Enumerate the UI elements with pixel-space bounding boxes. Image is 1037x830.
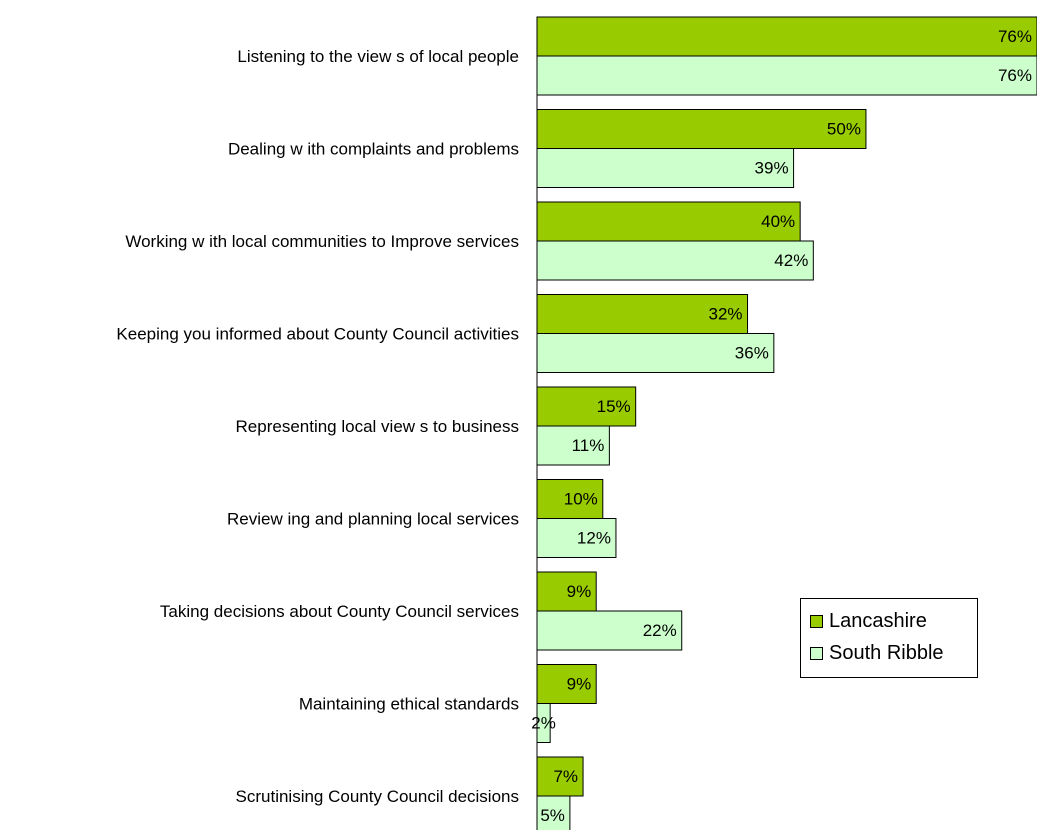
data-label-south-ribble-maintaining-ethical-standards: 2%: [531, 714, 556, 733]
category-label-listening-to-the-view-s-of-local-people: Listening to the view s of local people: [237, 47, 519, 66]
category-label-dealing-w-ith-complaints-and-problems: Dealing w ith complaints and problems: [228, 140, 519, 159]
data-label-south-ribble-dealing-w-ith-complaints-and-problems: 39%: [755, 159, 789, 178]
data-label-south-ribble-keeping-you-informed-about-county-council-activities: 36%: [735, 344, 769, 363]
category-label-scrutinising-county-council-decisions: Scrutinising County Council decisions: [236, 787, 519, 806]
category-label-taking-decisions-about-county-council-services: Taking decisions about County Council se…: [160, 602, 519, 621]
labels-layer: Listening to the view s of local people 7…: [116, 27, 1032, 825]
bar-lancashire-scrutinising-county-council-decisions: [536, 756, 584, 797]
data-label-lancashire-scrutinising-county-council-decisions: 7%: [553, 767, 578, 786]
data-label-south-ribble-review-ing-and-planning-local-services: 12%: [577, 529, 611, 548]
legend-label-south-ribble: South Ribble: [829, 641, 944, 664]
legend-swatch-south-ribble: [810, 646, 823, 660]
data-label-lancashire-dealing-w-ith-complaints-and-problems: 50%: [827, 120, 861, 139]
data-label-lancashire-keeping-you-informed-about-county-council-activities: 32%: [708, 305, 742, 324]
bar-south-ribble-taking-decisions-about-county-council-services: [536, 610, 683, 651]
legend-label-lancashire: Lancashire: [829, 609, 927, 632]
data-label-lancashire-listening-to-the-view-s-of-local-people: 76%: [998, 27, 1032, 46]
category-label-keeping-you-informed-about-county-council-activities: Keeping you informed about County Counci…: [116, 325, 519, 344]
bar-south-ribble-working-w-ith-local-communities-to-improve-services: [536, 240, 814, 281]
legend-item-south-ribble: South Ribble: [810, 637, 977, 669]
bars-layer: [536, 16, 1037, 830]
data-label-south-ribble-scrutinising-county-council-decisions: 5%: [540, 806, 565, 825]
data-label-lancashire-representing-local-view-s-to-business: 15%: [597, 397, 631, 416]
legend-swatch-lancashire: [810, 614, 823, 628]
bar-lancashire-maintaining-ethical-standards: [536, 664, 597, 704]
data-label-lancashire-working-w-ith-local-communities-to-improve-services: 40%: [761, 212, 795, 231]
bar-south-ribble-keeping-you-informed-about-county-council-activities: [536, 333, 775, 373]
legend-item-lancashire: Lancashire: [810, 605, 977, 637]
data-label-lancashire-taking-decisions-about-county-council-services: 9%: [567, 582, 592, 601]
bar-lancashire-keeping-you-informed-about-county-council-activities: [536, 294, 749, 334]
data-label-lancashire-maintaining-ethical-standards: 9%: [567, 675, 592, 694]
bar-south-ribble-listening-to-the-view-s-of-local-people: [536, 55, 1037, 96]
data-label-south-ribble-working-w-ith-local-communities-to-improve-services: 42%: [774, 251, 808, 270]
data-label-lancashire-review-ing-and-planning-local-services: 10%: [564, 490, 598, 509]
data-label-south-ribble-representing-local-view-s-to-business: 11%: [572, 436, 605, 455]
legend: Lancashire South Ribble: [800, 598, 978, 678]
bar-lancashire-listening-to-the-view-s-of-local-people: [536, 16, 1037, 57]
category-label-representing-local-view-s-to-business: Representing local view s to business: [236, 417, 519, 436]
category-label-review-ing-and-planning-local-services: Review ing and planning local services: [227, 510, 519, 529]
bar-lancashire-working-w-ith-local-communities-to-improve-services: [536, 201, 801, 242]
bar-lancashire-dealing-w-ith-complaints-and-problems: [536, 109, 867, 149]
data-label-south-ribble-listening-to-the-view-s-of-local-people: 76%: [998, 66, 1032, 85]
data-label-south-ribble-taking-decisions-about-county-council-services: 22%: [643, 621, 677, 640]
category-label-maintaining-ethical-standards: Maintaining ethical standards: [299, 695, 519, 714]
bar-south-ribble-dealing-w-ith-complaints-and-problems: [536, 148, 795, 188]
category-label-working-w-ith-local-communities-to-improve-services: Working w ith local communities to Impro…: [125, 232, 519, 251]
